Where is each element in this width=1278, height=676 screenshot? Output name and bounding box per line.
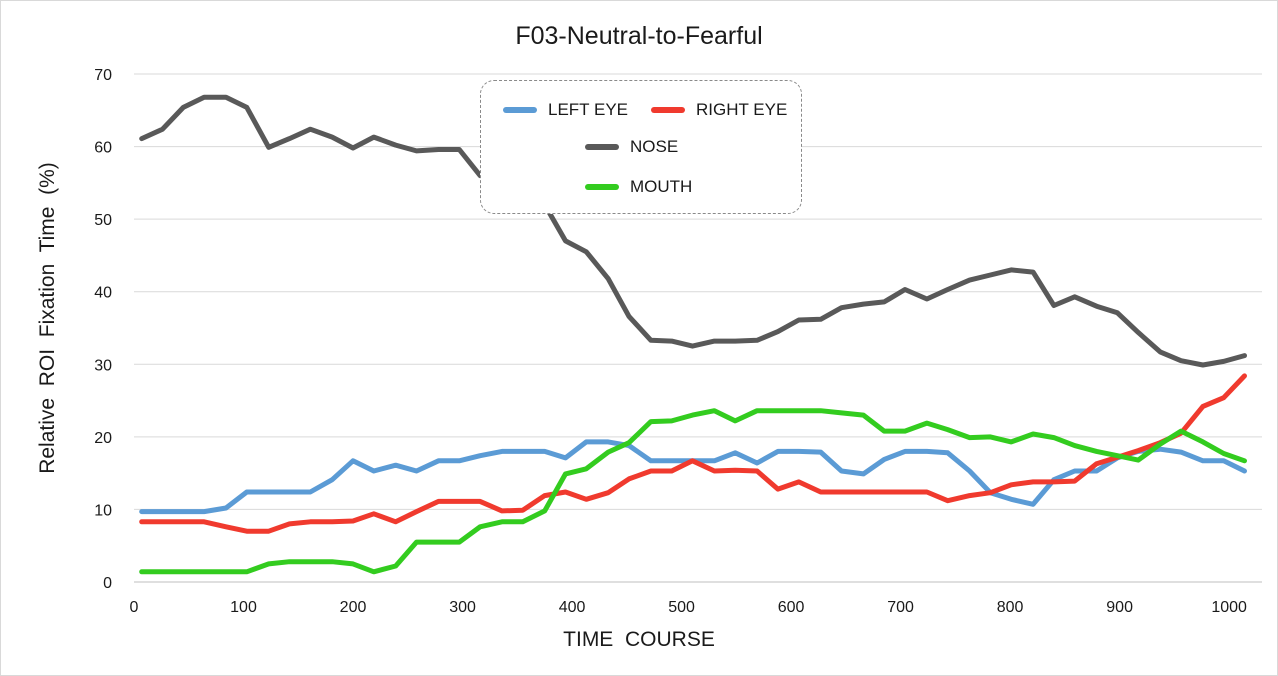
x-tick-label: 800 <box>997 599 1024 616</box>
x-axis-label: TIME COURSE <box>563 628 715 651</box>
legend: LEFT EYE RIGHT EYE NOSE MOUTH <box>480 80 802 214</box>
series-line-right-eye <box>139 373 1247 534</box>
chart-title: F03-Neutral-to-Fearful <box>515 22 763 50</box>
legend-item-right-eye: RIGHT EYE <box>651 99 787 121</box>
legend-item-left-eye: LEFT EYE <box>503 99 628 121</box>
legend-swatch-right-eye <box>651 107 685 113</box>
legend-item-nose: NOSE <box>585 136 678 158</box>
legend-swatch-nose <box>585 144 619 150</box>
y-tick-label: 0 <box>103 575 112 592</box>
legend-swatch-mouth <box>585 184 619 190</box>
x-tick-label: 200 <box>340 599 367 616</box>
y-tick-label: 30 <box>94 357 112 374</box>
x-tick-label: 300 <box>449 599 476 616</box>
x-tick-label: 500 <box>668 599 695 616</box>
legend-swatch-left-eye <box>503 107 537 113</box>
legend-label-right-eye: RIGHT EYE <box>696 100 788 119</box>
legend-label-left-eye: LEFT EYE <box>548 100 628 119</box>
y-tick-label: 20 <box>94 430 112 447</box>
x-tick-label: 600 <box>778 599 805 616</box>
legend-item-mouth: MOUTH <box>585 176 692 198</box>
y-tick-label: 40 <box>94 285 112 302</box>
series-line-mouth <box>139 408 1247 575</box>
x-tick-label: 900 <box>1106 599 1133 616</box>
x-tick-label: 700 <box>887 599 914 616</box>
y-tick-label: 60 <box>94 140 112 157</box>
x-tick-label: 1000 <box>1211 599 1247 616</box>
series-line-nose <box>139 94 1247 368</box>
x-tick-label: 400 <box>559 599 586 616</box>
y-tick-label: 10 <box>94 502 112 519</box>
legend-label-nose: NOSE <box>630 137 679 156</box>
x-tick-label: 0 <box>130 599 139 616</box>
y-tick-label: 50 <box>94 212 112 229</box>
x-tick-label: 100 <box>230 599 257 616</box>
y-tick-label: 70 <box>94 67 112 84</box>
legend-label-mouth: MOUTH <box>630 177 693 196</box>
